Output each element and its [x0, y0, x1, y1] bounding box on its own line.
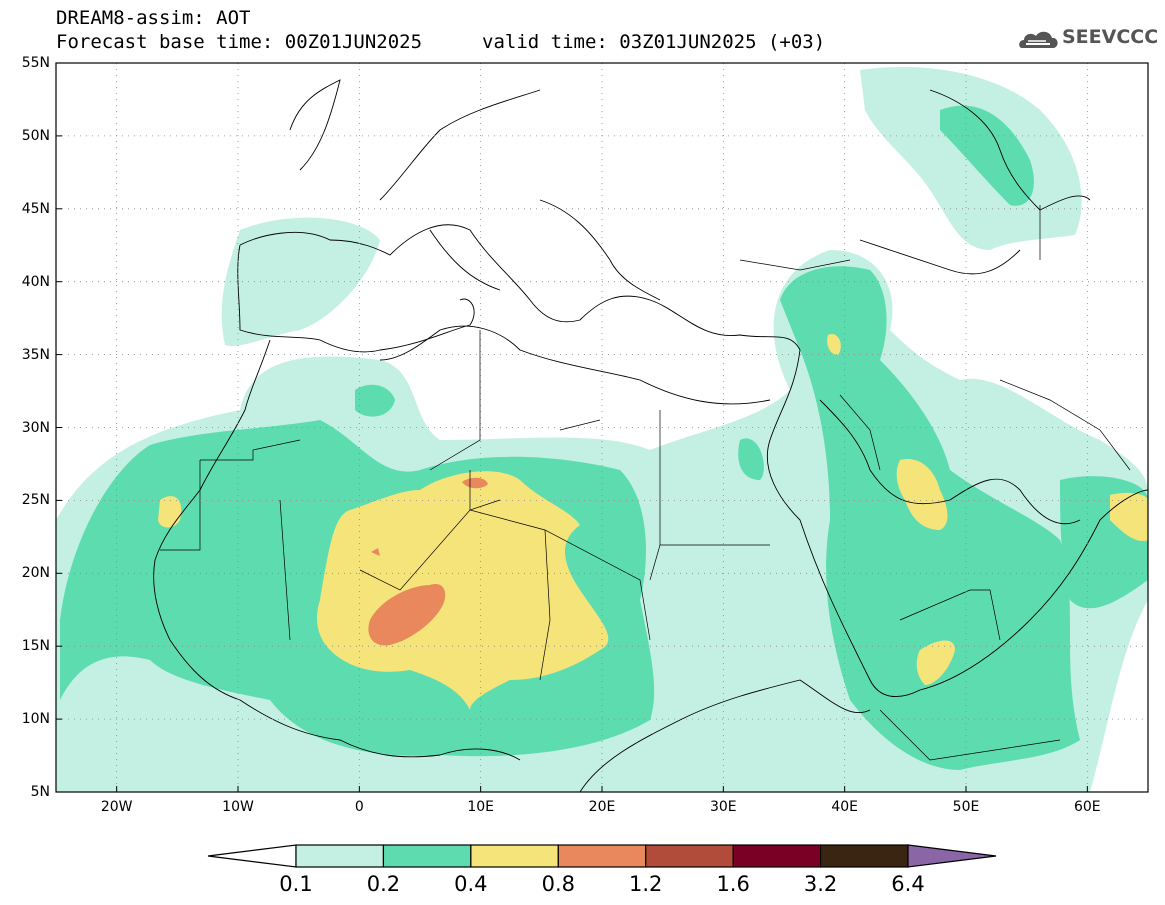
lon-tick-label: 10E [467, 799, 494, 815]
lat-tick-label: 30N [21, 419, 50, 436]
colorbar-label: 1.6 [716, 872, 750, 896]
colorbar-label: 0.4 [454, 872, 488, 896]
forecast-base-time: Forecast base time: 00Z01JUN2025 [56, 31, 423, 53]
grid-lines [56, 63, 1148, 792]
colorbar-segment [470, 844, 559, 868]
lat-tick-label: 15N [21, 638, 50, 655]
lat-tick-label: 10N [21, 711, 50, 728]
seevccc-logo-text: SEEVCCC [1062, 26, 1159, 48]
colorbar-label: 0.2 [366, 872, 401, 896]
lon-tick-label: 20E [588, 799, 616, 815]
lon-tick-label: 10W [222, 799, 254, 815]
lat-tick-label: 45N [21, 200, 50, 217]
colorbar-segment [295, 844, 385, 868]
lon-tick-label: 40E [831, 799, 858, 815]
colorbar [207, 844, 997, 868]
aot-level-0.4 [158, 334, 1148, 710]
aot-level-0.8 [368, 477, 488, 646]
colorbar-lower-arrow [207, 844, 297, 868]
lon-tick-label: 50E [952, 799, 980, 815]
colorbar-segment [382, 844, 472, 868]
coastlines [153, 79, 1148, 792]
lat-tick-label: 50N [21, 127, 50, 144]
lat-tick-label: 35N [21, 346, 50, 363]
borders [160, 205, 1131, 761]
lon-tick-label: 60E [1073, 799, 1101, 815]
colorbar-label: 0.8 [541, 872, 575, 896]
cloud-icon [1019, 31, 1058, 48]
lat-tick-label: 25N [21, 492, 50, 509]
colorbar-upper-arrow [907, 844, 997, 868]
map-title: DREAM8-assim: AOT [56, 7, 251, 29]
colorbar-label: 3.2 [803, 872, 838, 896]
lon-tick-label: 30E [709, 799, 737, 815]
colorbar-segment [557, 844, 647, 868]
lat-tick-label: 40N [21, 273, 50, 290]
colorbar-label: 6.4 [891, 872, 925, 896]
colorbar-segment [819, 844, 909, 868]
aot-field [56, 63, 1148, 792]
lon-tick-label: 0 [354, 799, 364, 815]
lat-tick-label: 55N [21, 55, 50, 71]
colorbar-segment [645, 844, 734, 868]
colorbar-segment [732, 844, 822, 868]
lon-tick-label: 20W [100, 799, 133, 815]
axis-ticks [56, 62, 1088, 793]
lat-tick-label: 20N [21, 565, 50, 582]
lat-tick-label: 5N [30, 784, 50, 800]
valid-time: valid time: 03Z01JUN2025 (+03) [482, 31, 826, 53]
colorbar-label: 0.1 [279, 872, 313, 896]
colorbar-label: 1.2 [629, 872, 663, 896]
